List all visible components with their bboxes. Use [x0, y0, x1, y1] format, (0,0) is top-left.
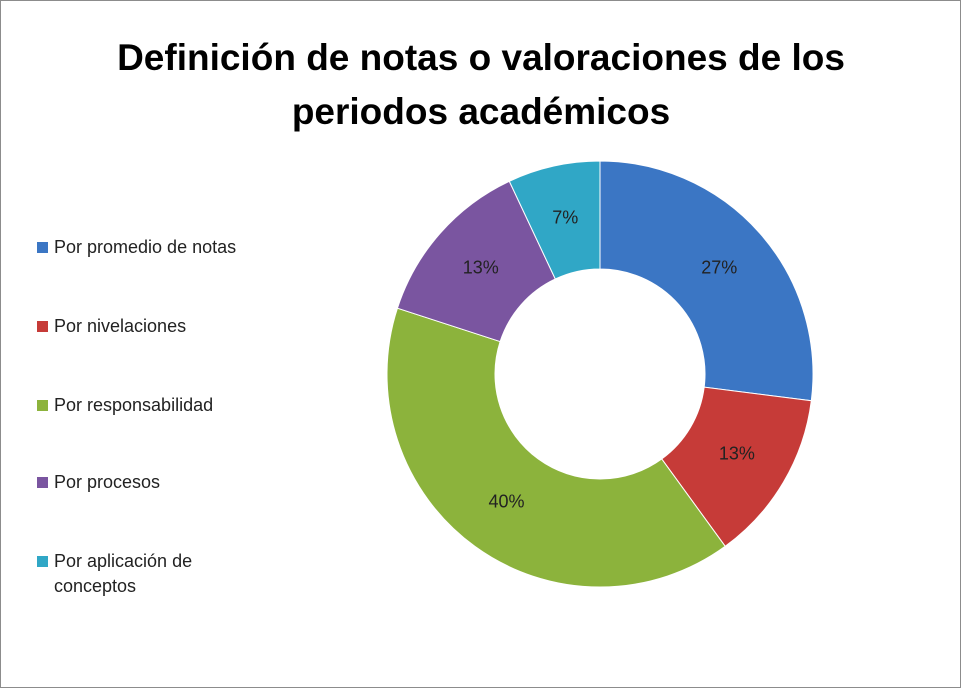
legend-label: Por nivelaciones — [54, 316, 187, 336]
legend-swatch — [37, 556, 48, 567]
legend-swatch — [37, 321, 48, 332]
chart-title: Definición de notas o valoraciones de lo… — [117, 37, 845, 132]
data-label: 7% — [552, 208, 578, 228]
legend-swatch — [37, 477, 48, 488]
legend-swatch — [37, 400, 48, 411]
legend-label: Por aplicación de conceptos — [54, 551, 193, 596]
legend-swatch — [37, 242, 48, 253]
legend-item: Por promedio de notas — [37, 235, 267, 260]
legend-label: Por procesos — [54, 472, 161, 492]
donut-slice — [508, 160, 601, 280]
data-label: 27% — [701, 258, 737, 278]
legend-item: Por nivelaciones — [37, 314, 267, 339]
data-label: 13% — [463, 258, 499, 278]
legend-item: Por responsabilidad — [37, 393, 267, 418]
donut-slice — [599, 160, 814, 402]
legend-item: Por aplicación de conceptos — [37, 549, 267, 599]
legend-item: Por procesos — [37, 470, 267, 495]
data-label: 13% — [719, 444, 755, 464]
donut-slice — [386, 307, 726, 588]
data-label: 40% — [489, 491, 525, 511]
legend-label: Por responsabilidad — [54, 395, 214, 415]
legend-label: Por promedio de notas — [54, 237, 237, 257]
